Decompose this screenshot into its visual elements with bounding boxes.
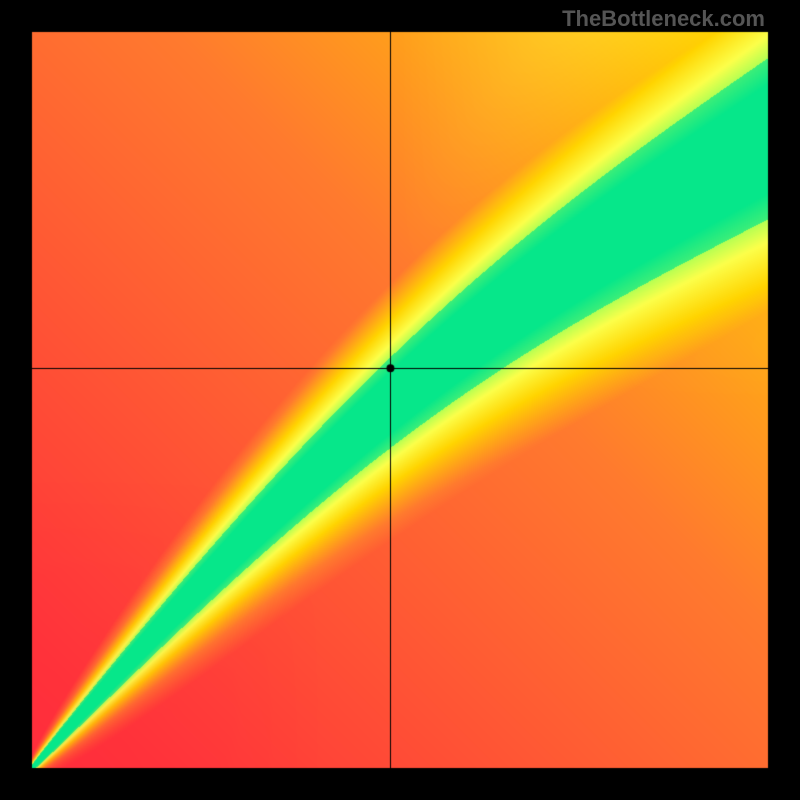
heatmap-canvas <box>0 0 800 800</box>
watermark-text: TheBottleneck.com <box>562 6 765 32</box>
heatmap-canvas-wrap <box>0 0 800 805</box>
figure-container: TheBottleneck.com <box>0 0 800 800</box>
